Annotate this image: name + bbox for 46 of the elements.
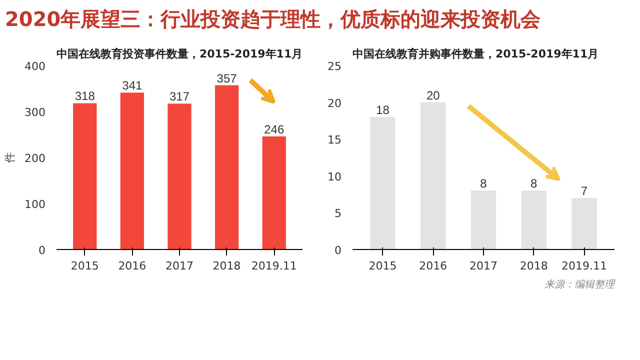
y-tick-label: 200 [24, 152, 46, 165]
x-tick-label: 2017 [166, 260, 194, 272]
bar [214, 85, 239, 250]
y-tick-label: 300 [24, 106, 46, 119]
x-tick-label: 2016 [118, 260, 146, 272]
bar [521, 190, 546, 250]
bar [73, 103, 97, 250]
y-tick-label: 10 [328, 170, 342, 184]
data-label: 8 [530, 176, 538, 191]
bar [168, 104, 192, 250]
y-tick-label: 400 [24, 60, 46, 73]
x-tick-label: 2019.11 [562, 260, 608, 272]
x-tick-label: 2016 [419, 260, 448, 272]
data-label: 7 [580, 184, 588, 198]
y-tick-label: 25 [328, 60, 342, 73]
bar [120, 92, 144, 250]
bar [470, 190, 496, 250]
data-label: 20 [426, 88, 440, 102]
chart-subtitle: 中国在线教育投资事件数量，2015-2019年11月 [56, 48, 303, 60]
y-tick-label: 0 [38, 244, 46, 257]
bar [262, 136, 286, 250]
data-label: 317 [169, 90, 190, 104]
data-label: 8 [480, 176, 488, 191]
y-tick-label: 0 [334, 244, 342, 257]
x-tick-label: 2019.11 [251, 260, 297, 272]
bar [572, 198, 597, 250]
data-label: 318 [74, 89, 96, 104]
y-tick-label: 20 [328, 96, 342, 110]
x-tick-label: 2015 [70, 260, 99, 272]
bar [370, 117, 396, 250]
y-tick-label: 100 [24, 198, 46, 211]
data-label: 341 [122, 78, 143, 93]
data-label: 246 [264, 122, 284, 136]
bar [420, 102, 446, 250]
chart-subtitle: 中国在线教育并购事件数量，2015-2019年11月 [352, 48, 599, 60]
data-label: 357 [216, 71, 238, 86]
x-tick-label: 2018 [520, 260, 548, 272]
x-tick-label: 2017 [470, 260, 498, 272]
source-note: 来源：编辑整理 [544, 278, 616, 290]
y-axis-title: 件 [4, 152, 17, 163]
data-label: 18 [376, 103, 390, 118]
y-tick-label: 15 [328, 134, 342, 147]
y-tick-label: 5 [334, 207, 342, 220]
x-tick-label: 2015 [368, 260, 397, 272]
chart-title: 2020年展望三：行业投资趋于理性，优质标的迎来投资机会 [5, 6, 541, 33]
x-tick-label: 2018 [212, 260, 241, 272]
